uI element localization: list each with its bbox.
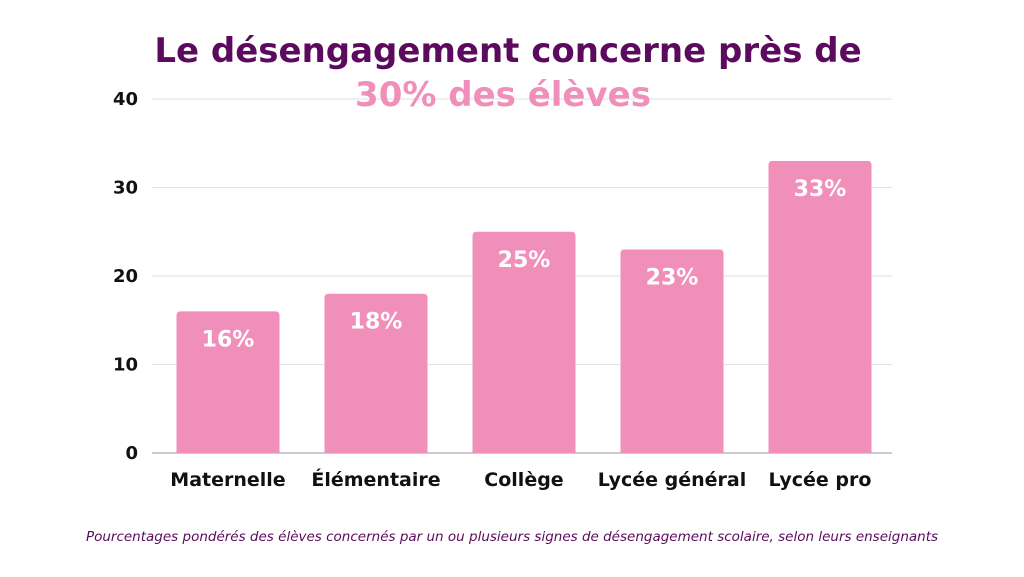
y-axis-ticks: 0 10 20 30 40: [113, 89, 138, 464]
chart-caption: Pourcentages pondérés des élèves concern…: [86, 529, 938, 545]
bar: [176, 311, 280, 453]
bar: [620, 249, 724, 453]
x-axis-categories: Maternelle Élémentaire Collège Lycée généra…: [170, 468, 871, 491]
x-category-label: Élémentaire: [311, 468, 440, 491]
bar-value-label: 33%: [794, 177, 847, 202]
bars: [176, 160, 872, 453]
bar: [472, 231, 576, 453]
bar-value-label: 25%: [498, 248, 551, 273]
data-labels: 16% 18% 25% 23% 33%: [202, 177, 847, 352]
bar-value-label: 18%: [350, 310, 403, 335]
x-category-label: Maternelle: [170, 469, 285, 491]
chart-title-line-2: 30% des élèves: [355, 75, 651, 115]
bar-value-label: 23%: [646, 265, 699, 290]
y-tick-label: 20: [113, 266, 138, 287]
bar-value-label: 16%: [202, 327, 255, 352]
chart-title-line-1: Le désengagement concerne près de: [154, 31, 861, 71]
y-tick-label: 30: [113, 178, 138, 199]
y-tick-label: 40: [113, 89, 138, 110]
x-category-label: Lycée pro: [769, 469, 872, 491]
x-category-label: Lycée général: [598, 469, 746, 491]
x-category-label: Collège: [484, 469, 563, 491]
y-tick-label: 10: [113, 355, 138, 376]
bar: [768, 160, 872, 453]
bar: [324, 293, 428, 453]
y-tick-label: 0: [125, 443, 138, 464]
